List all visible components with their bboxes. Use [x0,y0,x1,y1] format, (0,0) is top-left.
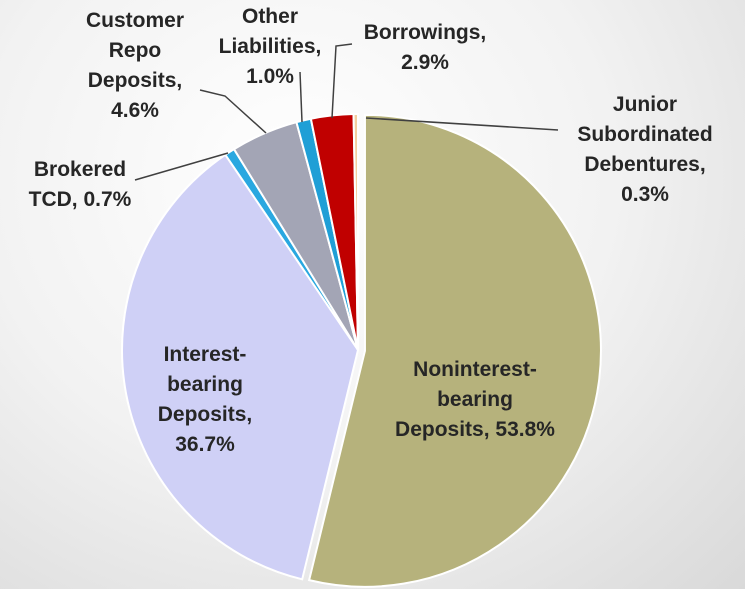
data-label: Other Liabilities, 1.0% [215,2,325,92]
category-label: Interest-bearing Deposits, [157,343,253,426]
value-label: 0.7% [83,188,132,211]
pie-slice [307,113,602,588]
data-label: Borrowings, 2.9% [350,18,500,78]
leader-line [134,152,229,181]
value-label: 1.0% [246,65,294,88]
data-label: Junior Subordinated Debentures, 0.3% [560,90,730,210]
category-label: Junior Subordinated Debentures, [577,93,713,176]
value-label: 0.3% [621,183,669,206]
pie-slice [352,112,359,351]
leader-line [365,117,559,131]
leader-line [299,71,303,123]
category-label: Other Liabilities, [218,5,322,58]
value-label: 2.9% [401,51,449,74]
category-label: Borrowings, [363,21,487,44]
pie-slice [121,153,360,581]
leader-line [199,89,267,134]
leader-line [331,43,353,119]
value-label: 53.8% [495,418,555,441]
data-label: Customer Repo Deposits, 4.6% [75,6,195,126]
data-label: Brokered TCD, 0.7% [15,155,145,215]
category-label: Customer Repo Deposits, [85,9,185,92]
category-label: Brokered TCD, [28,158,127,211]
data-label: Interest-bearing Deposits, 36.7% [140,340,270,460]
value-label: 36.7% [175,433,235,456]
category-label: Noninterest-bearing Deposits, [395,358,537,441]
data-label: Noninterest-bearing Deposits, 53.8% [390,355,560,445]
value-label: 4.6% [111,99,159,122]
